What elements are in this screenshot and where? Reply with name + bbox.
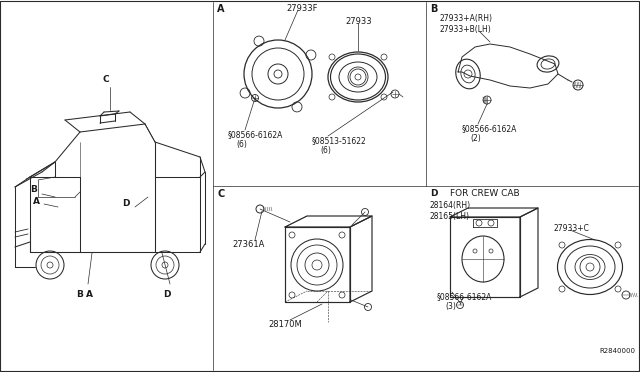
Text: (6): (6) [236, 140, 247, 149]
Text: A: A [217, 4, 225, 14]
Text: B: B [30, 186, 37, 195]
Text: 27933+C: 27933+C [553, 224, 589, 233]
Text: (2): (2) [470, 134, 481, 143]
Text: 27933+A(RH): 27933+A(RH) [440, 14, 493, 23]
Text: R2840000: R2840000 [599, 348, 635, 354]
Text: D: D [430, 189, 438, 198]
Text: B: B [77, 290, 83, 299]
Text: 28170M: 28170M [268, 320, 301, 329]
Text: D: D [163, 290, 171, 299]
Text: 27361A: 27361A [232, 240, 264, 249]
Text: §08566-6162A: §08566-6162A [228, 130, 284, 139]
Text: C: C [102, 75, 109, 84]
Text: §08513-51622: §08513-51622 [312, 136, 367, 145]
Text: 27933+B(LH): 27933+B(LH) [440, 25, 492, 34]
Text: §08566-6162A: §08566-6162A [462, 124, 517, 133]
Text: 27933: 27933 [345, 17, 372, 26]
Text: B: B [430, 4, 437, 14]
Text: 28164(RH): 28164(RH) [430, 201, 471, 210]
Text: A: A [33, 196, 40, 205]
Text: D: D [122, 199, 130, 208]
Text: A: A [86, 290, 93, 299]
Text: 27933F: 27933F [286, 4, 317, 13]
Text: FOR CREW CAB: FOR CREW CAB [450, 189, 520, 198]
Text: §08566-6162A: §08566-6162A [437, 292, 492, 301]
Text: (3): (3) [445, 302, 456, 311]
Text: C: C [217, 189, 224, 199]
Text: 28165(LH): 28165(LH) [430, 212, 470, 221]
Text: (6): (6) [320, 146, 331, 155]
